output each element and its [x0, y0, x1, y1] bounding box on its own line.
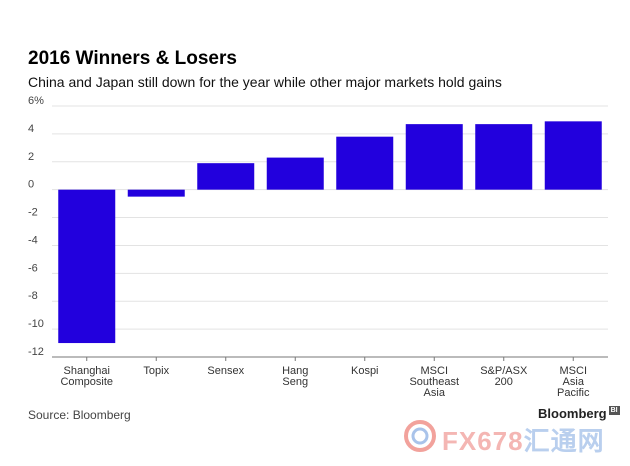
brand-badge: BI	[608, 406, 620, 415]
bar	[127, 189, 185, 197]
x-tick-label-line: Seng	[282, 376, 308, 388]
x-tick-label-line: Sensex	[207, 365, 244, 377]
y-tick-label: -8	[28, 290, 38, 302]
bar	[475, 124, 533, 190]
y-tick-label: -12	[28, 346, 44, 358]
x-tick-label-line: S&P/ASX	[480, 365, 528, 377]
y-tick-label: 4	[28, 123, 34, 135]
x-tick-label-line: Shanghai	[64, 365, 111, 377]
x-tick-label-line: Pacific	[557, 387, 590, 399]
bar	[544, 121, 602, 190]
x-tick-label: Kospi	[351, 365, 379, 377]
source-note: Source: Bloomberg	[28, 408, 131, 422]
x-tick-label-line: Asia	[424, 387, 446, 399]
x-tick-label: Topix	[143, 365, 169, 377]
x-tick-label-line: MSCI	[560, 365, 588, 377]
bars	[58, 121, 602, 344]
y-tick-label: -10	[28, 318, 44, 330]
brand-name: Bloomberg	[538, 406, 607, 421]
watermark-latin: FX678	[442, 426, 524, 456]
watermark-text: FX678汇通网	[442, 421, 605, 458]
bar	[58, 189, 116, 344]
watermark-cn: 汇通网	[523, 426, 605, 456]
fx678-logo-icon	[404, 420, 436, 452]
chart-subtitle: China and Japan still down for the year …	[28, 74, 502, 90]
bar	[336, 136, 394, 190]
bar	[405, 124, 463, 190]
x-tick-label: Hang Seng	[282, 365, 308, 388]
x-tick-label: S&P/ASX 200	[480, 365, 528, 388]
x-tick-label-line: 200	[495, 376, 513, 388]
y-tick-label: 0	[28, 179, 34, 191]
x-tick-label-line: MSCI	[421, 365, 449, 377]
y-tick-label: -2	[28, 207, 38, 219]
x-tick-label-line: Topix	[143, 365, 169, 377]
bar	[266, 157, 324, 190]
x-tick-label: MSCI Asia Pacific	[557, 365, 590, 399]
y-tick-label: -6	[28, 262, 38, 274]
x-tick-label-line: Asia	[563, 376, 585, 388]
x-tick-label-line: Southeast	[409, 376, 459, 388]
x-tick-label: MSCI Southeast Asia	[409, 365, 459, 399]
x-tick-label-line: Hang	[282, 365, 308, 377]
x-tick-label: Shanghai Composite	[60, 365, 113, 388]
y-tick-label: 2	[28, 151, 34, 163]
chart-title: 2016 Winners & Losers	[28, 48, 237, 69]
y-tick-label: -4	[28, 234, 38, 246]
bar	[197, 163, 255, 190]
bar-chart: -12 -10 -8 -6 -4 -2 0 2 4 6% Shanghai Composite Topi…	[28, 95, 608, 399]
x-tick-label: Sensex	[207, 365, 244, 377]
x-tick-label-line: Composite	[60, 376, 113, 388]
axes: -12 -10 -8 -6 -4 -2 0 2 4 6% Shanghai Composite Topi…	[28, 95, 608, 399]
x-tick-label-line: Kospi	[351, 365, 379, 377]
y-tick-label: 6%	[28, 95, 44, 107]
bloomberg-logo: Bloomberg BI	[538, 406, 620, 421]
